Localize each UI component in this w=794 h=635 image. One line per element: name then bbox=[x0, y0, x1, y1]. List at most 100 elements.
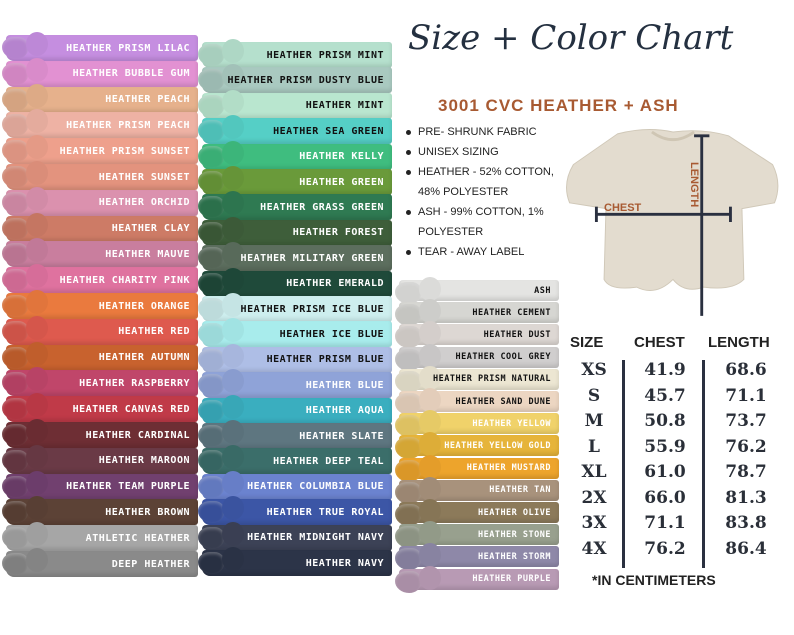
chest-cell: 66.0 bbox=[644, 487, 686, 508]
color-name: HEATHER YELLOW bbox=[472, 418, 551, 429]
color-name: HEATHER STORM bbox=[477, 551, 551, 562]
color-swatch: HEATHER ORANGE bbox=[2, 290, 198, 319]
color-swatch: ATHLETIC HEATHER bbox=[2, 522, 198, 552]
knot-shape bbox=[395, 548, 421, 571]
color-swatch: HEATHER AUTUMN bbox=[2, 341, 198, 371]
length-cell: 83.8 bbox=[725, 513, 767, 533]
knot-shape bbox=[419, 543, 441, 568]
knot-shape bbox=[2, 320, 28, 343]
knot-shape bbox=[2, 191, 28, 214]
color-swatch: HEATHER SUNSET bbox=[2, 161, 198, 190]
knot-shape bbox=[2, 527, 28, 550]
color-swatch: HEATHER TEAM PURPLE bbox=[2, 470, 198, 500]
knot-shape bbox=[419, 299, 441, 324]
color-swatch: HEATHER MAROON bbox=[2, 444, 198, 474]
color-name: HEATHER STONE bbox=[477, 529, 551, 540]
color-name: HEATHER BLUE bbox=[305, 379, 384, 391]
knot-shape bbox=[419, 521, 441, 546]
chest-cell: 55.9 bbox=[644, 436, 686, 457]
knot-shape bbox=[2, 424, 28, 446]
color-name: HEATHER CEMENT bbox=[472, 307, 551, 318]
color-swatch: HEATHER PURPLE bbox=[395, 565, 559, 593]
color-name: HEATHER MIDNIGHT NAVY bbox=[247, 532, 384, 544]
knot-shape bbox=[222, 394, 244, 419]
color-name: HEATHER MAUVE bbox=[105, 248, 190, 260]
color-swatch: HEATHER GRASS GREEN bbox=[198, 191, 392, 221]
color-name: HEATHER YELLOW GOLD bbox=[444, 440, 551, 451]
color-name: HEATHER EMERALD bbox=[286, 278, 384, 290]
knot-shape bbox=[222, 343, 244, 368]
color-swatch: HEATHER RASPBERRY bbox=[2, 367, 198, 397]
color-swatch: HEATHER RED bbox=[2, 315, 198, 345]
knot-shape bbox=[419, 277, 441, 301]
color-name: HEATHER ICE BLUE bbox=[279, 328, 384, 340]
tshirt-diagram bbox=[566, 129, 779, 316]
length-header: LENGTH bbox=[708, 334, 770, 351]
knot-shape bbox=[2, 37, 28, 59]
color-name: HEATHER PRISM NATURAL bbox=[433, 374, 551, 385]
knot-shape bbox=[395, 304, 421, 327]
knot-shape bbox=[222, 242, 244, 267]
knot-shape bbox=[395, 326, 421, 349]
chest-cell: 71.1 bbox=[644, 513, 686, 533]
feature-list: PRE- SHRUNK FABRIC UNISEX SIZING HEATHER… bbox=[404, 122, 568, 262]
knot-shape bbox=[198, 120, 224, 143]
length-label: LENGTH bbox=[688, 162, 700, 208]
color-name: DEEP HEATHER bbox=[111, 558, 190, 570]
knot-shape bbox=[419, 343, 441, 368]
knot-shape bbox=[26, 290, 48, 314]
knot-shape bbox=[2, 501, 28, 524]
color-name: HEATHER PRISM LILAC bbox=[66, 42, 190, 54]
size-cell: L bbox=[588, 436, 600, 457]
color-name: HEATHER PEACH bbox=[105, 94, 190, 106]
color-swatch: HEATHER STORM bbox=[395, 543, 559, 571]
color-swatch: HEATHER CHARITY PINK bbox=[2, 264, 198, 294]
knot-shape bbox=[222, 521, 244, 546]
knot-shape bbox=[26, 548, 48, 572]
color-name: HEATHER MUSTARD bbox=[466, 463, 551, 474]
knot-shape bbox=[222, 115, 244, 140]
knot-shape bbox=[26, 238, 48, 263]
size-cell: S bbox=[587, 385, 601, 406]
color-swatch: HEATHER OLIVE bbox=[395, 499, 559, 526]
color-name: HEATHER BUBBLE GUM bbox=[72, 68, 190, 80]
color-name: HEATHER AUTUMN bbox=[98, 352, 190, 364]
knot-shape bbox=[2, 243, 28, 266]
knot-shape bbox=[2, 346, 28, 369]
knot-shape bbox=[198, 425, 224, 447]
color-name: HEATHER KELLY bbox=[299, 151, 384, 163]
knot-shape bbox=[198, 323, 224, 346]
color-swatch: DEEP HEATHER bbox=[2, 548, 198, 577]
size-cell: 2X bbox=[581, 487, 607, 508]
color-swatch: HEATHER DUST bbox=[395, 321, 559, 349]
knot-shape bbox=[395, 282, 421, 304]
color-swatch: HEATHER MILITARY GREEN bbox=[198, 242, 392, 272]
color-name: HEATHER SUNSET bbox=[98, 171, 190, 183]
size-cell: 4X bbox=[581, 538, 607, 559]
knot-shape bbox=[26, 419, 48, 443]
collar bbox=[651, 130, 695, 142]
color-swatch: HEATHER COOL GREY bbox=[395, 343, 559, 371]
knot-shape bbox=[198, 399, 224, 422]
color-swatch: HEATHER PRISM LILAC bbox=[2, 32, 198, 61]
knot-shape bbox=[222, 369, 244, 394]
color-name: HEATHER PRISM MINT bbox=[266, 49, 384, 61]
knot-shape bbox=[419, 499, 441, 523]
knot-shape bbox=[26, 57, 48, 82]
knot-shape bbox=[26, 393, 48, 418]
knot-shape bbox=[395, 370, 421, 393]
knot-shape bbox=[419, 432, 441, 457]
color-swatch: HEATHER BLUE bbox=[198, 369, 392, 399]
feature-item: UNISEX SIZING bbox=[404, 142, 568, 162]
color-name: HEATHER FOREST bbox=[292, 227, 384, 239]
knot-shape bbox=[395, 437, 421, 460]
color-swatch: HEATHER MINT bbox=[198, 89, 392, 119]
chest-cell: 61.0 bbox=[644, 462, 686, 482]
color-swatch: HEATHER SAND DUNE bbox=[395, 388, 559, 415]
knot-shape bbox=[222, 420, 244, 444]
knot-shape bbox=[26, 135, 48, 160]
color-name: HEATHER ORCHID bbox=[98, 197, 190, 209]
color-name: HEATHER PRISM BLUE bbox=[266, 354, 384, 366]
color-swatch: HEATHER AQUA bbox=[198, 394, 392, 424]
length-cell: 68.6 bbox=[725, 360, 767, 380]
